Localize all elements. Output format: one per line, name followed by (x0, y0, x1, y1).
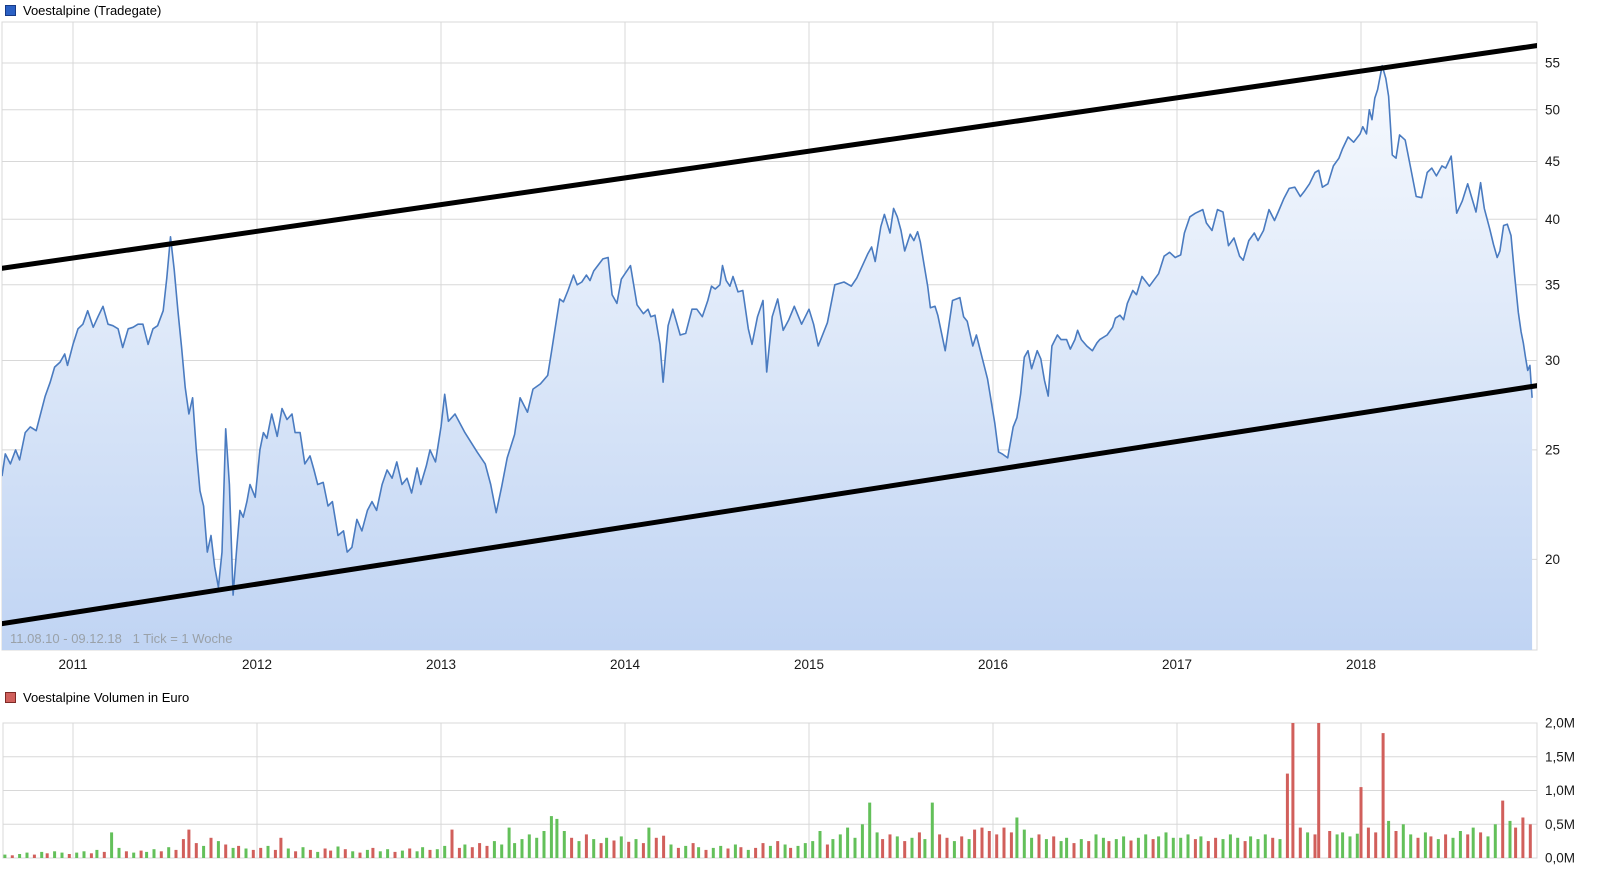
svg-text:2011: 2011 (58, 657, 87, 672)
volume-legend-label: Voestalpine Volumen in Euro (23, 689, 190, 705)
volume-legend: Voestalpine Volumen in Euro (5, 689, 189, 705)
price-series-marker-icon (5, 4, 16, 16)
volume-series-marker-icon (5, 691, 16, 703)
svg-text:2012: 2012 (242, 657, 272, 672)
volume-bars (3, 723, 1532, 858)
upper-trendline (2, 43, 1537, 271)
svg-text:55: 55 (1545, 56, 1560, 71)
year-axis-labels: 2011 2012 2013 2014 2015 2016 2017 2018 (58, 657, 1376, 672)
svg-text:2014: 2014 (610, 657, 641, 672)
svg-text:0,5M: 0,5M (1545, 817, 1575, 832)
svg-text:1,5M: 1,5M (1545, 749, 1575, 764)
svg-text:2,0M: 2,0M (1545, 716, 1575, 731)
svg-text:20: 20 (1545, 552, 1560, 567)
svg-text:30: 30 (1545, 353, 1560, 368)
lower-trendline (2, 383, 1537, 627)
svg-text:35: 35 (1545, 277, 1560, 292)
price-legend-label: Voestalpine (Tradegate) (23, 2, 162, 18)
volume-axis-labels: 2,0M 1,5M 1,0M 0,5M 0,0M (1545, 716, 1575, 866)
svg-text:2017: 2017 (1162, 657, 1192, 672)
svg-text:2013: 2013 (426, 657, 456, 672)
svg-text:40: 40 (1545, 212, 1560, 227)
svg-text:50: 50 (1545, 102, 1560, 117)
svg-text:2016: 2016 (978, 657, 1008, 672)
svg-text:0,0M: 0,0M (1545, 851, 1575, 866)
svg-text:1,0M: 1,0M (1545, 783, 1575, 798)
date-range-note: 11.08.10 - 09.12.18 1 Tick = 1 Woche (10, 631, 233, 646)
price-area (2, 65, 1533, 650)
svg-text:45: 45 (1545, 154, 1560, 169)
price-legend: Voestalpine (Tradegate) (5, 2, 161, 18)
price-axis-labels: 55 50 45 40 35 30 25 20 (1545, 56, 1560, 567)
svg-text:2015: 2015 (794, 657, 824, 672)
volume-grid (2, 722, 1538, 859)
price-line (2, 64, 1533, 596)
svg-text:25: 25 (1545, 442, 1560, 457)
svg-text:2018: 2018 (1346, 657, 1376, 672)
